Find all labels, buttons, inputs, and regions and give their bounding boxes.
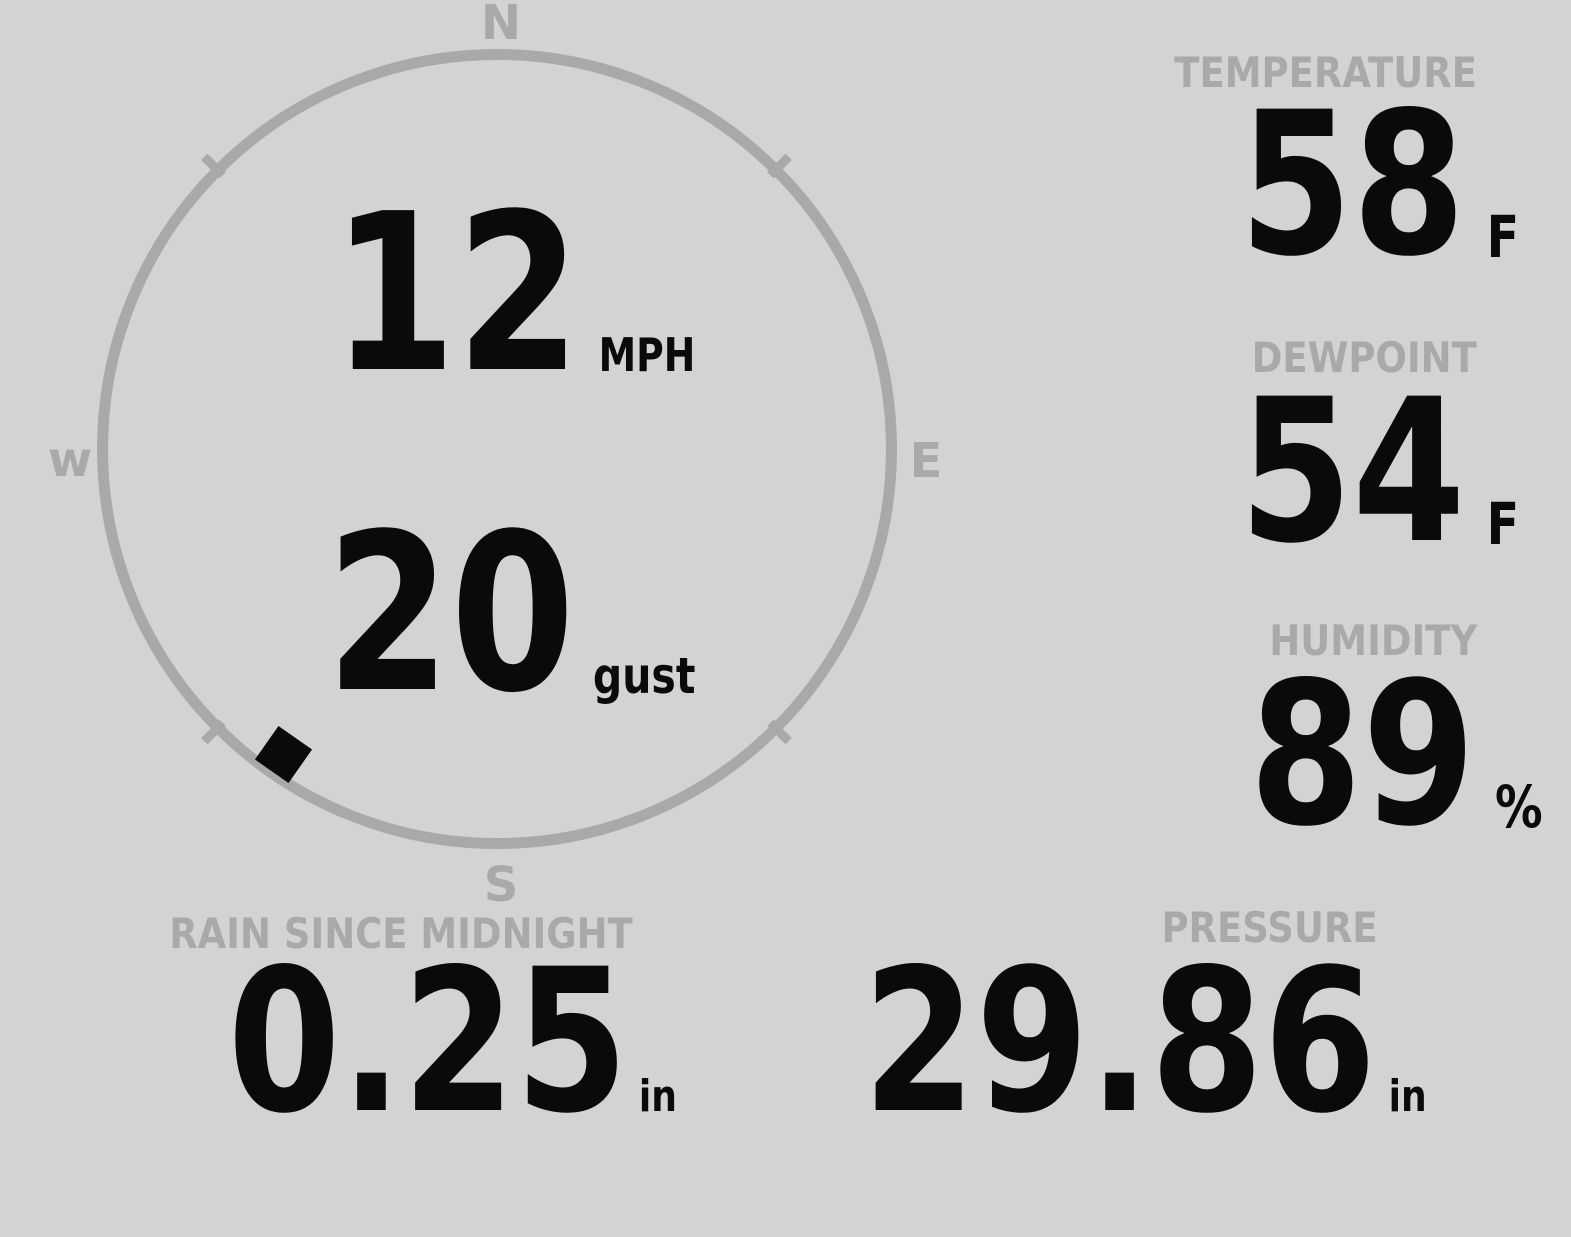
compass-label-west: w [47, 432, 93, 488]
wind-speed-unit: MPH [598, 328, 695, 382]
wind-gust: 20 gust [326, 506, 695, 724]
wind-speed: 12 MPH [331, 186, 695, 404]
rain-unit: in [638, 1071, 677, 1122]
wind-speed-value: 12 [331, 168, 581, 421]
dewpoint-unit: F [1486, 490, 1519, 558]
temperature-label: TEMPERATURE [1174, 48, 1477, 97]
compass-label-east: E [909, 433, 943, 489]
humidity-reading: 89 % [1250, 656, 1543, 854]
pressure-value: 29.86 [863, 926, 1377, 1157]
temperature-reading: 58 F [1239, 86, 1519, 284]
dewpoint-label: DEWPOINT [1251, 333, 1477, 382]
wind-gust-unit: gust [592, 647, 695, 705]
pressure-reading: 29.86 in [863, 943, 1427, 1141]
pressure-unit: in [1388, 1071, 1427, 1122]
rain-value: 0.25 [227, 926, 629, 1157]
rain-reading: 0.25 in [228, 943, 677, 1141]
wind-compass-ring [97, 49, 897, 849]
pressure-label: PRESSURE [1161, 903, 1378, 952]
humidity-value: 89 [1249, 639, 1476, 870]
humidity-unit: % [1495, 773, 1543, 841]
temperature-unit: F [1486, 203, 1519, 271]
humidity-label: HUMIDITY [1269, 616, 1477, 665]
wind-gust-value: 20 [325, 488, 575, 741]
dewpoint-reading: 54 F [1239, 373, 1519, 571]
rain-label: RAIN SINCE MIDNIGHT [169, 909, 633, 958]
compass-label-south: S [483, 857, 519, 913]
dewpoint-value: 54 [1239, 356, 1466, 587]
temperature-value: 58 [1239, 69, 1466, 300]
compass-label-north: N [480, 0, 522, 51]
